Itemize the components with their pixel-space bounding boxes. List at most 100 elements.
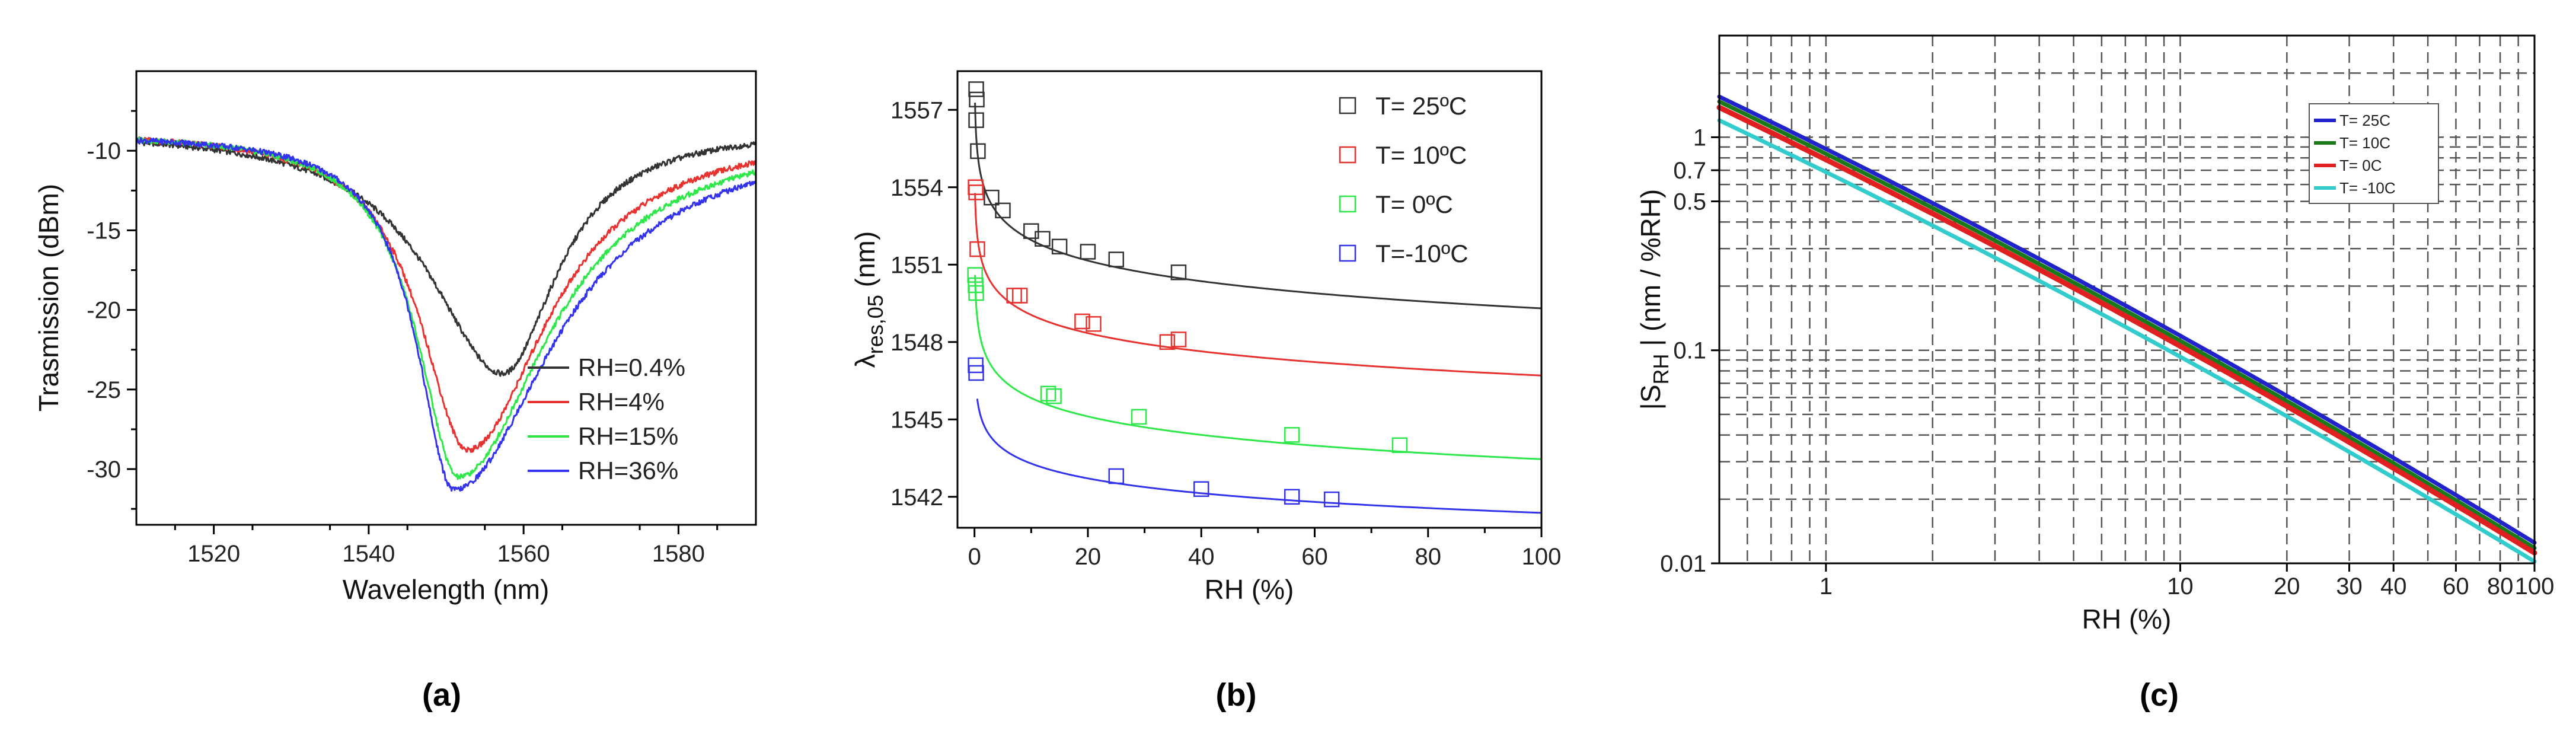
panel-b-data-point [1159,334,1176,350]
panel-b-y-tick-label: 1557 [890,97,943,123]
panel-c-x-tick-label: 10 [2167,573,2194,599]
panel-c-x-tick-label: 30 [2336,573,2363,599]
panel-b-data-point [1323,491,1340,508]
panel-b-x-axis-title: RH (%) [1205,574,1294,605]
panel-a-legend-label: RH=36% [578,457,678,484]
panel-c-x-tick-label: 80 [2487,573,2514,599]
panel-b-legend-swatch [1339,146,1356,164]
panel-b-data-point [1170,264,1187,280]
panel-b-x-tick-label: 40 [1188,544,1215,570]
panel-b-data-point [1006,288,1022,304]
panel-a-series-line [135,139,757,377]
panel-a-plot-frame [135,70,757,526]
panel-a-chart: 1520 1540 1560 1580-10-15-20-25-30 RH=0.4%R… [33,70,757,605]
panel-b-legend-label: T= 10ºC [1375,141,1467,169]
panel-b-legend-swatch [1339,97,1356,114]
panel-a-legend-label: RH=0.4% [578,353,685,381]
panel-b-plot-frame [956,70,1543,529]
panel-b-x-tick-label: 80 [1415,544,1441,570]
panel-a-legend-label: RH=4% [578,388,665,416]
panel-b-data-point [1046,388,1062,404]
panel-b-data-point [969,91,985,108]
panel-c-legend-label: T= -10C [2339,179,2396,197]
panel-b-data-point [1086,316,1102,332]
panel-c-y-axis-title-sub: RH [1649,354,1673,385]
panel-b-y-tick-label: 1554 [890,175,943,201]
panel-a-series-line [135,136,757,453]
panel-b-data-point [1284,489,1300,505]
panel-a-legend: RH=0.4% RH=4% RH=15% RH=36% [528,353,685,484]
panel-b-y-axis-title-main: λ [850,354,880,368]
panel-c-y-axis-title-unit: | (nm / %RH) [1635,189,1666,354]
panel-label-c: (c) [2140,677,2179,713]
panel-b-data-point [968,365,984,381]
panel-b-chart: 0 20 40 60 80 100 1542 1545 1548 1551 1554 1557 T= … [850,70,1562,605]
panel-a-y-tick-label: -30 [87,457,121,483]
panel-c-legend: T= 25C T= 10C T= 0C T= -10C [2309,103,2439,204]
panel-a-y-tick-label: -15 [87,218,121,244]
panel-b-y-tick-label: 1542 [890,484,943,511]
panel-b-data-point [1011,288,1028,304]
panel-b-data-point [1170,331,1187,347]
panel-b-fit-line [974,193,1543,377]
panel-b-legend-label: T=-10ºC [1375,240,1469,267]
panel-a-legend-label: RH=15% [578,422,678,450]
panel-c-x-tick-label: 60 [2443,573,2469,599]
panel-c-x-axis-title: RH (%) [2082,604,2172,634]
panel-c-legend-label: T= 25C [2339,111,2390,129]
panel-b-y-tick-label: 1551 [890,252,943,278]
panel-c-series-line [1717,94,2537,545]
panel-c-plot-frame [1718,34,2536,565]
panel-b-x-tick-label: 100 [1522,544,1562,570]
panel-b-x-tick-label: 20 [1075,544,1102,570]
panel-a-x-tick-label: 1540 [342,541,395,567]
panel-c-x-tick-label: 100 [2515,573,2555,599]
panel-b-legend-swatch [1339,195,1356,213]
panel-b-data-point [1391,437,1408,454]
panel-c-y-tick-label: 0.1 [1673,338,1706,364]
panel-b-data-point [967,267,983,283]
panel-b-data-point [1284,427,1300,443]
panel-a-y-tick-label: -10 [87,138,121,164]
panel-b-legend-swatch [1339,244,1356,262]
panel-c-x-tick-label: 1 [1820,573,1833,599]
panel-b-data-point [968,81,984,97]
panel-b-y-axis-title: λres,05 (nm) [850,231,888,368]
panel-c-x-tick-label: 20 [2274,573,2300,599]
panel-b-data-point [1108,468,1125,484]
panel-b-y-axis-title-unit: (nm) [850,231,880,295]
panel-c-series-line [1716,104,2537,556]
panel-c-y-tick-label: 0.5 [1673,189,1706,215]
panel-b-fit-line [974,275,1543,460]
panel-b-data-point [1074,313,1090,330]
panel-b-legend: T= 25ºC T= 10ºC T= 0ºC T=-10ºC [1339,92,1469,267]
panel-b-x-tick-label: 60 [1301,544,1328,570]
panel-b-data-point [968,285,984,301]
panel-a-x-tick-label: 1520 [187,541,240,567]
panel-b-y-tick-label: 1545 [890,407,943,433]
panel-b-legend-label: T= 0ºC [1375,190,1453,218]
panel-c-x-tick-label: 40 [2380,573,2407,599]
panel-b-data-point [969,241,985,257]
panel-c-series-line [1717,99,2537,550]
panel-a-x-tick-label: 1580 [652,541,705,567]
panel-b-legend-label: T= 25ºC [1375,92,1467,120]
panel-b-fit-line [976,398,1543,514]
panel-c-legend-label: T= 0C [2339,157,2382,174]
panel-b-y-tick-label: 1548 [890,330,943,356]
panel-b-data-point [968,112,984,128]
panel-b-data-point [984,189,1000,206]
panel-b-x-tick-label: 0 [968,544,981,570]
panel-c-y-axis-title: |SRH | (nm / %RH) [1635,189,1673,410]
panel-b-data-point [995,202,1011,219]
panel-a-y-tick-label: -20 [87,298,121,324]
panel-b-data-point [968,184,984,200]
panel-b-data-point [1131,409,1147,425]
panel-c-y-axis-title-main: |S [1635,385,1666,410]
panel-c-y-tick-label: 0.01 [1660,551,1706,577]
panel-b-data-point [1051,238,1068,255]
panel-a-x-tick-label: 1560 [497,541,550,567]
panel-c-y-tick-label: 0.7 [1673,158,1706,184]
